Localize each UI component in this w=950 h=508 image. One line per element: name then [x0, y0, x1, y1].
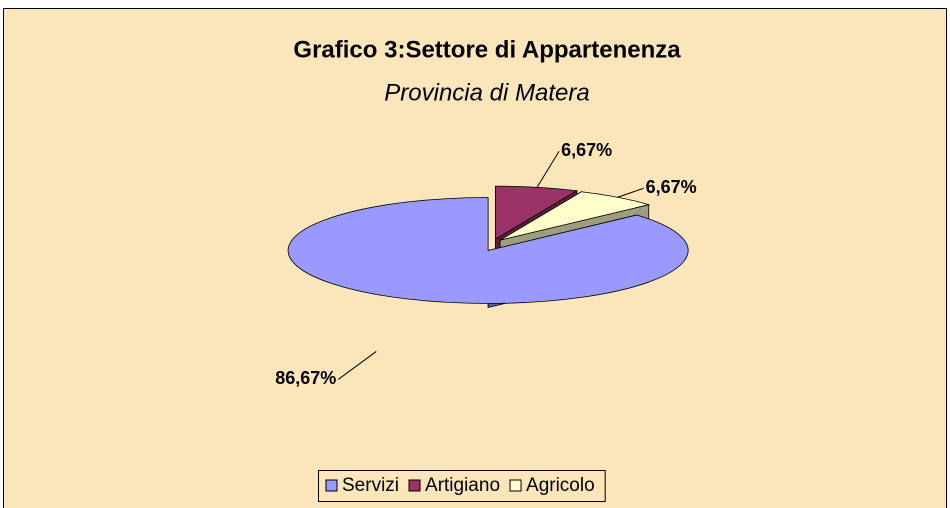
- data-label: 6,67%: [646, 177, 697, 197]
- slice-top: [287, 197, 689, 304]
- legend-label: Agricolo: [526, 475, 595, 496]
- slice: [287, 197, 689, 308]
- leader-line: [337, 351, 377, 380]
- legend: Servizi Artigiano Agricolo: [318, 470, 606, 502]
- data-label: 6,67%: [561, 140, 612, 160]
- legend-swatch: [408, 479, 421, 492]
- leader-line: [536, 151, 560, 188]
- pie: [287, 185, 689, 308]
- leader-line: [617, 187, 644, 198]
- chart-subtitle: Provincia di Matera: [384, 79, 589, 106]
- legend-swatch: [325, 479, 338, 492]
- labels: 86,67% 6,67% 6,67%: [275, 140, 696, 388]
- legend-box: [318, 470, 606, 502]
- legend-swatch: [509, 479, 522, 492]
- data-label: 86,67%: [275, 368, 336, 388]
- chart-title: Grafico 3:Settore di Appartenenza: [293, 36, 681, 63]
- legend-label: Artigiano: [425, 475, 500, 496]
- legend-label: Servizi: [342, 475, 399, 496]
